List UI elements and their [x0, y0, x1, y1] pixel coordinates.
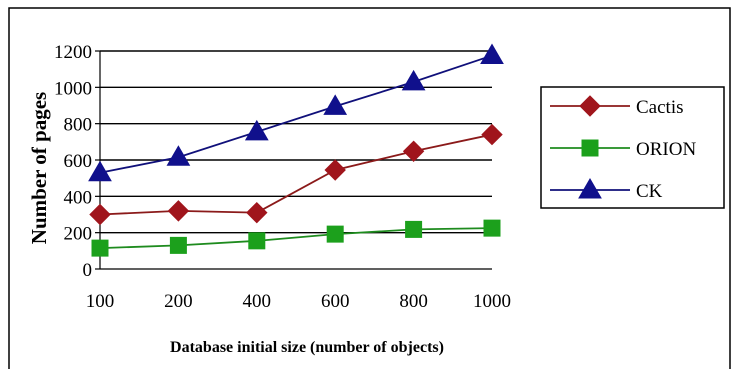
y-tick-label: 0: [83, 260, 93, 281]
y-tick-label: 800: [64, 115, 93, 136]
data-point-ck: [323, 94, 348, 115]
data-point-cactis: [324, 159, 346, 181]
legend-label-cactis: Cactis: [636, 97, 684, 118]
data-point-orion: [326, 225, 344, 243]
y-tick-label: 600: [64, 151, 93, 172]
data-point-orion: [483, 219, 501, 237]
x-tick-label: 600: [321, 291, 350, 312]
data-point-cactis: [89, 203, 111, 226]
x-tick-labels: 100 200 400 600 800 1000: [86, 291, 511, 312]
y-axis-title: Number of pages: [27, 92, 51, 244]
data-point-cactis: [246, 201, 268, 224]
data-point-ck: [166, 145, 191, 166]
legend: Cactis ORION CK: [540, 86, 725, 209]
legend-label-ck: CK: [636, 181, 663, 202]
data-point-cactis: [167, 200, 190, 222]
series-line-ck: [99, 54, 493, 174]
data-point-orion: [405, 220, 423, 238]
data-point-ck: [480, 43, 504, 65]
data-point-orion: [91, 239, 109, 257]
series-line-cactis: [99, 133, 493, 216]
data-point-ck: [88, 160, 112, 182]
x-tick-label: 200: [164, 291, 193, 312]
series-layer: [88, 43, 504, 257]
data-point-cactis: [402, 140, 425, 162]
y-tick-label: 1200: [54, 42, 92, 63]
data-point-ck: [244, 119, 269, 141]
legend-label-orion: ORION: [636, 139, 696, 160]
y-tick-labels: 0 200 400 600 800 1000 1200: [54, 42, 92, 281]
y-tick-label: 400: [64, 187, 93, 208]
data-point-orion: [169, 236, 187, 254]
y-tick-label: 200: [64, 224, 93, 245]
x-axis-title: Database initial size (number of objects…: [170, 339, 444, 356]
gridlines: [95, 50, 492, 270]
legend-marker-ck: [578, 178, 602, 199]
x-tick-label: 400: [243, 291, 272, 312]
chart-frame: [8, 7, 731, 369]
x-tick-label: 100: [86, 291, 115, 312]
data-point-cactis: [481, 123, 503, 146]
data-point-ck: [401, 69, 426, 91]
series-line-orion: [99, 227, 493, 250]
x-tick-label: 800: [399, 291, 428, 312]
data-point-orion: [248, 232, 266, 250]
x-tick-label: 1000: [473, 291, 511, 312]
y-tick-label: 1000: [54, 78, 92, 99]
legend-marker-cactis: [579, 95, 601, 117]
legend-marker-orion: [581, 139, 599, 157]
